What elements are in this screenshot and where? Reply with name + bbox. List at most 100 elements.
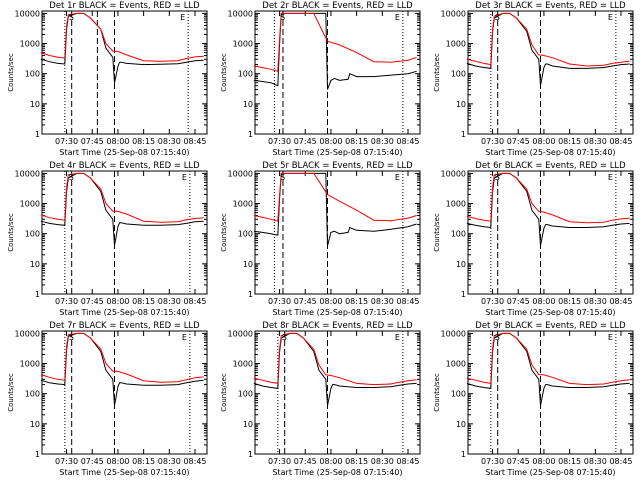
y-tick-label: 1000: [446, 360, 466, 369]
end-marker-label: E: [395, 173, 400, 182]
x-axis-label: Start Time (25-Sep-08 07:15:40): [272, 308, 402, 317]
y-tick-label: 1000: [446, 200, 466, 209]
axes-frame: [467, 330, 634, 455]
x-tick-label: 07:45: [507, 137, 530, 146]
plot-area: 1 10 100 1000 10000 07:30 07:45 08:00 08:15 08:30…: [15, 329, 208, 466]
plot-area: 1 10 100 1000 10000 07:30 07:45 08:00 08:15 08:30…: [228, 169, 421, 306]
x-tick-label: 08:15: [132, 457, 155, 466]
end-marker-label: E: [608, 13, 613, 22]
x-tick-label: 07:30: [481, 297, 504, 306]
start-marker-label: S: [280, 13, 285, 22]
chart-title: Det 7r BLACK = Events, RED = LLD: [49, 321, 200, 331]
y-tick-label: 1: [461, 290, 466, 299]
y-axis-label: Counts/sec: [7, 53, 15, 92]
chart-title: Det 3r BLACK = Events, RED = LLD: [475, 1, 626, 11]
series-line-events: [253, 12, 417, 90]
series-line-lld: [466, 172, 630, 224]
y-tick-label: 100: [238, 390, 253, 399]
x-tick-label: 08:00: [319, 137, 342, 146]
y-tick-label: 10000: [15, 9, 40, 18]
y-tick-label: 1000: [20, 200, 40, 209]
x-tick-label: 07:30: [481, 457, 504, 466]
x-tick-label: 08:45: [183, 297, 206, 306]
x-tick-label: 08:30: [158, 297, 181, 306]
x-tick-label: 08:00: [532, 457, 555, 466]
x-tick-label: 08:45: [396, 297, 419, 306]
x-tick-label: 08:45: [396, 137, 419, 146]
x-tick-label: 08:15: [132, 297, 155, 306]
x-axis-label: Start Time (25-Sep-08 07:15:40): [272, 148, 402, 157]
y-tick-label: 1000: [20, 360, 40, 369]
y-tick-label: 10000: [228, 329, 253, 338]
x-tick-label: 07:45: [81, 137, 104, 146]
x-tick-label: 08:45: [609, 137, 632, 146]
axes-frame: [467, 10, 634, 135]
y-tick-label: 100: [451, 230, 466, 239]
x-tick-label: 07:30: [55, 137, 78, 146]
x-tick-label: 07:45: [294, 457, 317, 466]
y-tick-label: 100: [451, 390, 466, 399]
detector-chart: 1 10 100 1000 10000 07:30 07:45 08:00 08:15 08:30…: [220, 161, 421, 317]
start-marker-label: S: [69, 13, 74, 22]
x-tick-label: 08:30: [371, 457, 394, 466]
y-axis-label: Counts/sec: [433, 213, 441, 252]
end-marker-label: E: [180, 13, 185, 22]
plot-area: 1 10 100 1000 10000 07:30 07:45 08:00 08:15 08:30…: [441, 169, 634, 306]
y-tick-label: 10000: [228, 9, 253, 18]
y-axis-label: Counts/sec: [433, 373, 441, 412]
axes-frame: [41, 330, 208, 455]
series-line-lld: [253, 12, 417, 72]
x-tick-label: 07:45: [81, 457, 104, 466]
y-axis-label: Counts/sec: [220, 373, 228, 412]
start-marker-label: S: [69, 173, 74, 182]
y-tick-label: 10000: [228, 169, 253, 178]
plot-area: 1 10 100 1000 10000 07:30 07:45 08:00 08:15 08:30…: [228, 329, 421, 466]
x-tick-label: 08:30: [158, 457, 181, 466]
plot-area: 1 10 100 1000 10000 07:30 07:45 08:00 08:15 08:30…: [15, 9, 208, 146]
start-marker-label: S: [495, 13, 500, 22]
series-line-lld: [40, 332, 204, 383]
y-tick-label: 10: [30, 260, 40, 269]
y-tick-label: 100: [25, 390, 40, 399]
x-tick-label: 07:30: [268, 137, 291, 146]
detector-chart: 1 10 100 1000 10000 07:30 07:45 08:00 08:15 08:30…: [220, 1, 421, 157]
x-tick-label: 08:00: [319, 297, 342, 306]
x-tick-label: 08:15: [558, 137, 581, 146]
x-tick-label: 08:00: [319, 457, 342, 466]
x-tick-label: 08:45: [396, 457, 419, 466]
y-tick-label: 100: [451, 70, 466, 79]
detector-chart: 1 10 100 1000 10000 07:30 07:45 08:00 08:15 08:30…: [7, 1, 208, 157]
x-tick-label: 08:15: [558, 297, 581, 306]
axes-frame: [41, 170, 208, 295]
y-tick-label: 10000: [15, 329, 40, 338]
y-tick-label: 10000: [441, 329, 466, 338]
y-axis-label: Counts/sec: [433, 53, 441, 92]
y-tick-label: 1000: [446, 40, 466, 49]
x-tick-label: 07:30: [55, 457, 78, 466]
y-tick-label: 1: [461, 450, 466, 459]
start-marker-label: S: [495, 333, 500, 342]
end-marker-label: E: [608, 333, 613, 342]
y-tick-label: 1000: [233, 360, 253, 369]
start-marker-label: S: [282, 333, 287, 342]
y-tick-label: 1: [248, 130, 253, 139]
y-tick-label: 1: [35, 290, 40, 299]
x-tick-label: 08:30: [584, 457, 607, 466]
detector-chart: 1 10 100 1000 10000 07:30 07:45 08:00 08:15 08:30…: [220, 321, 421, 477]
x-tick-label: 07:45: [294, 137, 317, 146]
start-marker-label: S: [280, 173, 285, 182]
x-tick-label: 07:30: [481, 137, 504, 146]
plot-area: 1 10 100 1000 10000 07:30 07:45 08:00 08:15 08:30…: [15, 169, 208, 306]
axes-frame: [254, 330, 421, 455]
x-tick-label: 07:45: [294, 297, 317, 306]
x-tick-label: 07:45: [507, 457, 530, 466]
y-tick-label: 10000: [441, 9, 466, 18]
axes-frame: [467, 170, 634, 295]
x-axis-label: Start Time (25-Sep-08 07:15:40): [485, 468, 615, 477]
detector-chart: 1 10 100 1000 10000 07:30 07:45 08:00 08:15 08:30…: [7, 161, 208, 317]
x-axis-label: Start Time (25-Sep-08 07:15:40): [272, 468, 402, 477]
series-line-lld: [466, 12, 630, 67]
y-tick-label: 100: [25, 70, 40, 79]
x-tick-label: 08:00: [106, 137, 129, 146]
y-tick-label: 10000: [15, 169, 40, 178]
